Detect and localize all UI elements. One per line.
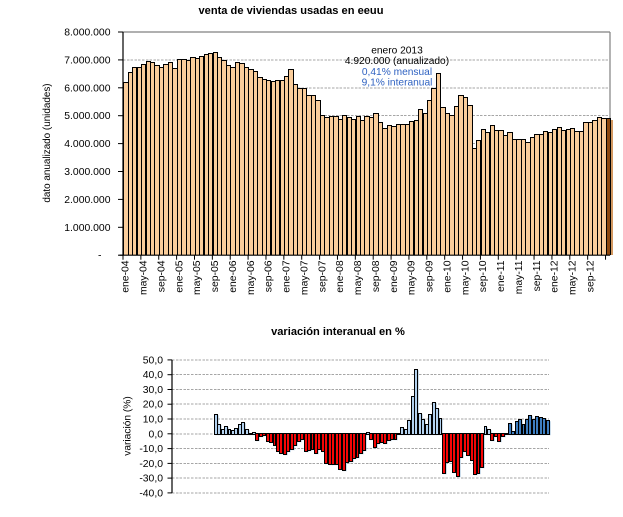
svg-text:may-07: may-07 (299, 260, 310, 295)
svg-text:6.000.000: 6.000.000 (64, 83, 110, 94)
svg-text:0,0: 0,0 (149, 429, 164, 440)
svg-text:-40,0: -40,0 (139, 488, 163, 499)
svg-text:sep-07: sep-07 (317, 260, 328, 292)
svg-text:2.000.000: 2.000.000 (64, 195, 110, 206)
svg-text:20,0: 20,0 (143, 400, 163, 411)
svg-text:50,0: 50,0 (143, 355, 163, 366)
svg-text:sep-04: sep-04 (156, 260, 167, 292)
svg-text:4.920.000 (anualizado): 4.920.000 (anualizado) (345, 56, 449, 67)
svg-text:ene-10: ene-10 (442, 260, 453, 293)
svg-text:sep-06: sep-06 (264, 260, 275, 292)
svg-text:5.000.000: 5.000.000 (64, 111, 110, 122)
svg-text:sep-10: sep-10 (478, 260, 489, 292)
svg-text:ene-07: ene-07 (282, 260, 293, 293)
svg-text:-20,0: -20,0 (139, 459, 163, 470)
svg-text:sep-05: sep-05 (210, 260, 221, 292)
svg-text:may-11: may-11 (514, 260, 525, 294)
svg-text:30,0: 30,0 (143, 385, 163, 396)
svg-text:may-12: may-12 (568, 260, 579, 295)
svg-text:may-08: may-08 (353, 260, 364, 295)
svg-text:-: - (98, 251, 101, 262)
svg-text:may-04: may-04 (139, 260, 150, 295)
svg-text:may-05: may-05 (192, 260, 203, 295)
svg-text:variación interanual en %: variación interanual en % (271, 326, 405, 338)
svg-text:may-06: may-06 (246, 260, 257, 295)
svg-text:ene-12: ene-12 (550, 260, 561, 293)
svg-text:8.000.000: 8.000.000 (64, 28, 110, 39)
svg-text:9,1% interanual: 9,1% interanual (362, 78, 433, 89)
svg-text:sep-09: sep-09 (425, 260, 436, 292)
svg-text:may-09: may-09 (407, 260, 418, 295)
svg-text:venta de viviendas usadas en e: venta de viviendas usadas en eeuu (199, 5, 384, 17)
svg-text:variación (%): variación (%) (122, 396, 133, 455)
svg-text:ene-06: ene-06 (228, 260, 239, 293)
svg-text:sep-12: sep-12 (585, 260, 596, 292)
svg-text:3.000.000: 3.000.000 (64, 167, 110, 178)
svg-text:ene-11: ene-11 (496, 260, 507, 292)
svg-text:ene-04: ene-04 (121, 260, 132, 293)
svg-text:sep-08: sep-08 (371, 260, 382, 292)
svg-text:ene-08: ene-08 (335, 260, 346, 293)
svg-text:-30,0: -30,0 (139, 474, 163, 485)
svg-text:7.000.000: 7.000.000 (64, 55, 110, 66)
svg-text:enero 2013: enero 2013 (371, 45, 423, 56)
svg-text:1.000.000: 1.000.000 (64, 223, 110, 234)
svg-text:may-10: may-10 (460, 260, 471, 295)
svg-text:dato anualizado (unidades): dato anualizado (unidades) (42, 83, 53, 202)
svg-text:ene-05: ene-05 (174, 260, 185, 293)
svg-text:sep-11: sep-11 (532, 260, 543, 291)
svg-text:ene-09: ene-09 (389, 260, 400, 293)
svg-text:-10,0: -10,0 (139, 444, 163, 455)
svg-text:4.000.000: 4.000.000 (64, 139, 110, 150)
svg-text:40,0: 40,0 (143, 370, 163, 381)
svg-text:10,0: 10,0 (143, 415, 163, 426)
svg-text:0,41% mensual: 0,41% mensual (362, 67, 432, 78)
